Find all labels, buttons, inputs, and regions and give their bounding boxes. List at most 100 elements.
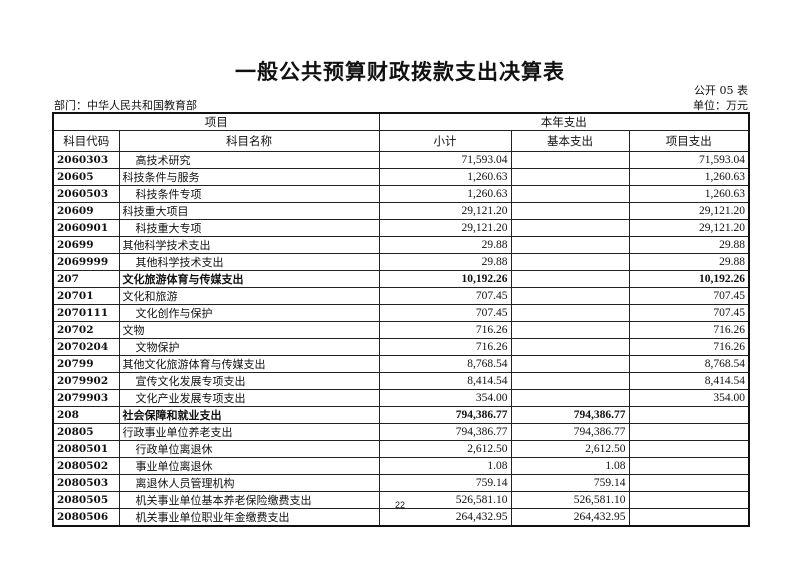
row-name: 科技重大项目 [118, 202, 380, 220]
row-code: 20805 [52, 423, 120, 441]
row-code: 2069999 [52, 253, 120, 271]
row-project: 10,192.26 [628, 270, 750, 288]
header-group-expenditure: 本年支出 [378, 112, 750, 131]
row-project: 29.88 [628, 236, 750, 254]
row-basic [510, 219, 630, 237]
table-row: 20699 其他科学技术支出 29.88 29.88 [52, 236, 750, 254]
row-code: 2070111 [52, 304, 120, 322]
row-code: 20609 [52, 202, 120, 220]
row-code: 2080503 [52, 474, 120, 492]
row-basic [510, 236, 630, 254]
row-subtotal: 759.14 [378, 474, 512, 492]
row-project: 716.26 [628, 338, 750, 356]
table-row: 2080502 事业单位离退休 1.08 1.08 [52, 457, 750, 475]
row-code: 2080506 [52, 508, 120, 527]
row-basic: 794,386.77 [510, 406, 630, 424]
row-name: 其他文化旅游体育与传媒支出 [118, 355, 380, 373]
row-basic: 526,581.10 [510, 491, 630, 509]
table-row: 20605 科技条件与服务 1,260.63 1,260.63 [52, 168, 750, 186]
row-project: 8,414.54 [628, 372, 750, 390]
row-code: 208 [52, 406, 120, 424]
row-project [628, 491, 750, 509]
row-subtotal: 29.88 [378, 236, 512, 254]
row-subtotal: 29.88 [378, 253, 512, 271]
row-name: 科技重大专项 [118, 219, 380, 237]
row-project [628, 457, 750, 475]
table-row: 2060303 高技术研究 71,593.04 71,593.04 [52, 151, 750, 169]
row-subtotal: 1.08 [378, 457, 512, 475]
row-code: 207 [52, 270, 120, 288]
row-subtotal: 716.26 [378, 338, 512, 356]
row-code: 20799 [52, 355, 120, 373]
row-basic: 1.08 [510, 457, 630, 475]
row-name: 文物 [118, 321, 380, 339]
header-code: 科目代码 [52, 130, 120, 152]
row-name: 宣传文化发展专项支出 [118, 372, 380, 390]
row-code: 2080501 [52, 440, 120, 458]
header-name: 科目名称 [118, 130, 380, 152]
row-name: 离退休人员管理机构 [118, 474, 380, 492]
table-row: 208 社会保障和就业支出 794,386.77 794,386.77 [52, 406, 750, 424]
row-name: 行政事业单位养老支出 [118, 423, 380, 441]
header-subtotal: 小计 [378, 130, 512, 152]
header-project: 项目支出 [628, 130, 750, 152]
row-basic [510, 185, 630, 203]
department-label: 部门：中华人民共和国教育部 [54, 99, 197, 112]
row-project: 354.00 [628, 389, 750, 407]
row-code: 20699 [52, 236, 120, 254]
row-subtotal: 264,432.95 [378, 508, 512, 527]
table-row: 2079903 文化产业发展专项支出 354.00 354.00 [52, 389, 750, 407]
row-project: 1,260.63 [628, 185, 750, 203]
row-name: 文化产业发展专项支出 [118, 389, 380, 407]
row-project: 29,121.20 [628, 202, 750, 220]
row-name: 文化和旅游 [118, 287, 380, 305]
row-basic: 264,432.95 [510, 508, 630, 527]
row-subtotal: 8,768.54 [378, 355, 512, 373]
row-subtotal: 10,192.26 [378, 270, 512, 288]
table-row: 20702 文物 716.26 716.26 [52, 321, 750, 339]
row-subtotal: 794,386.77 [378, 406, 512, 424]
table-row: 20805 行政事业单位养老支出 794,386.77 794,386.77 [52, 423, 750, 441]
row-subtotal: 707.45 [378, 304, 512, 322]
row-code: 2060901 [52, 219, 120, 237]
row-basic [510, 372, 630, 390]
row-code: 2080505 [52, 491, 120, 509]
row-name: 社会保障和就业支出 [118, 406, 380, 424]
row-name: 文化创作与保护 [118, 304, 380, 322]
row-name: 机关事业单位职业年金缴费支出 [118, 508, 380, 527]
table-row: 2060901 科技重大专项 29,121.20 29,121.20 [52, 219, 750, 237]
row-code: 20701 [52, 287, 120, 305]
row-basic [510, 304, 630, 322]
row-project: 707.45 [628, 287, 750, 305]
row-subtotal: 29,121.20 [378, 219, 512, 237]
row-name: 科技条件专项 [118, 185, 380, 203]
row-project [628, 406, 750, 424]
row-project: 71,593.04 [628, 151, 750, 169]
header-basic: 基本支出 [510, 130, 630, 152]
row-project: 1,260.63 [628, 168, 750, 186]
table-row: 20799 其他文化旅游体育与传媒支出 8,768.54 8,768.54 [52, 355, 750, 373]
row-subtotal: 716.26 [378, 321, 512, 339]
row-basic [510, 151, 630, 169]
table-row: 2080503 离退休人员管理机构 759.14 759.14 [52, 474, 750, 492]
row-basic [510, 287, 630, 305]
row-code: 2070204 [52, 338, 120, 356]
row-subtotal: 794,386.77 [378, 423, 512, 441]
table-row: 2080506 机关事业单位职业年金缴费支出 264,432.95 264,432.9… [52, 508, 750, 527]
row-basic [510, 168, 630, 186]
row-code: 20605 [52, 168, 120, 186]
table-row: 2060503 科技条件专项 1,260.63 1,260.63 [52, 185, 750, 203]
table-row: 2080501 行政单位离退休 2,612.50 2,612.50 [52, 440, 750, 458]
row-project: 707.45 [628, 304, 750, 322]
row-name: 其他科学技术支出 [118, 253, 380, 271]
row-basic: 794,386.77 [510, 423, 630, 441]
table-row: 2070111 文化创作与保护 707.45 707.45 [52, 304, 750, 322]
row-basic [510, 338, 630, 356]
row-project: 716.26 [628, 321, 750, 339]
row-subtotal: 8,414.54 [378, 372, 512, 390]
form-number: 公开 05 表 [694, 84, 748, 97]
table-row: 2070204 文物保护 716.26 716.26 [52, 338, 750, 356]
row-name: 行政单位离退休 [118, 440, 380, 458]
row-subtotal: 354.00 [378, 389, 512, 407]
table-row: 2079902 宣传文化发展专项支出 8,414.54 8,414.54 [52, 372, 750, 390]
